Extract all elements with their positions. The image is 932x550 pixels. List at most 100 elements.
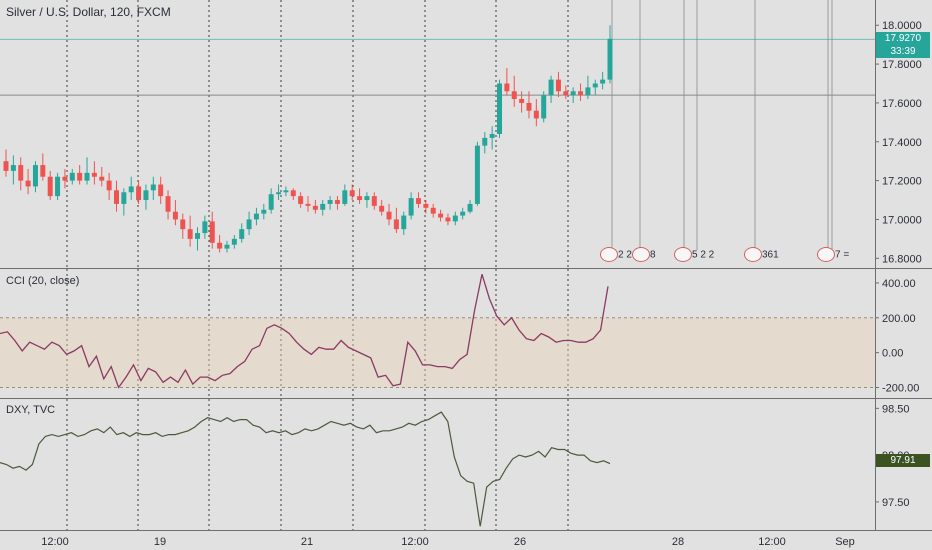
pane-separator[interactable] — [0, 398, 932, 399]
calendar-flag-icon — [632, 247, 650, 262]
candle-body — [371, 196, 377, 206]
pane-separator[interactable] — [0, 268, 932, 269]
candle-body — [253, 213, 259, 220]
x-label: 12:00 — [758, 536, 786, 548]
cci-axis-ticks: 400.00 200.00 0.00 -200.00 — [875, 278, 919, 395]
candle-body — [180, 219, 186, 230]
candle-body — [497, 83, 503, 134]
cci-axis[interactable]: 400.00 200.00 0.00 -200.00 — [875, 269, 932, 398]
candle-body — [231, 238, 237, 245]
x-label: 21 — [300, 536, 314, 548]
candle-body — [386, 211, 392, 220]
event-marker-label: 361 — [762, 249, 779, 261]
candle-body — [77, 172, 83, 181]
event-marker-label: 5 2 2 — [692, 249, 715, 261]
axis-tick-label: 400.00 — [882, 278, 916, 290]
candle-body — [158, 184, 164, 197]
candle-body — [349, 190, 355, 197]
candle-body — [607, 38, 613, 80]
time-axis[interactable]: 12:00 19 21 12:00 26 28 12:00 Sep — [0, 531, 875, 550]
candle-body — [10, 165, 16, 171]
candle-body — [320, 203, 326, 210]
candle-body — [408, 198, 414, 216]
calendar-flag-icon — [744, 247, 762, 262]
candle-body — [452, 215, 458, 222]
candle-body — [423, 203, 429, 208]
candle-body — [25, 180, 31, 187]
candle-body — [47, 176, 53, 197]
candle-body — [3, 161, 9, 171]
dxy-line — [0, 411, 611, 527]
cci-chart[interactable] — [0, 269, 875, 398]
event-marker[interactable]: 361 — [744, 247, 779, 262]
candle-body — [18, 165, 24, 181]
event-marker[interactable]: 7 = — [817, 247, 849, 262]
candle-body — [290, 190, 296, 197]
candle-body — [504, 83, 510, 92]
candle-body — [99, 176, 105, 181]
candle-body — [106, 180, 112, 191]
event-marker-label: 2 2 — [618, 249, 632, 261]
axis-tick-label: -200.00 — [882, 383, 919, 395]
candle-body — [438, 213, 444, 218]
candle-body — [305, 203, 311, 206]
cci-pane[interactable]: CCI (20, close) — [0, 269, 875, 398]
candle-body — [165, 196, 171, 212]
event-marker[interactable]: 8 — [632, 247, 656, 262]
price-axis-ticks: 18.0000 17.8000 17.6000 17.4000 17.2000 17.00… — [875, 20, 922, 265]
cci-line — [0, 274, 609, 389]
axis-tick-label: 18.0000 — [882, 20, 922, 32]
last-price-tag: 17.9270 — [876, 32, 930, 45]
axis-tick-label: 17.6000 — [882, 98, 922, 110]
event-marker[interactable]: 2 2 — [600, 247, 632, 262]
candle-body — [143, 190, 149, 201]
x-label: 28 — [671, 536, 685, 548]
candle-body — [570, 91, 576, 96]
cci-title[interactable]: CCI (20, close) — [6, 275, 80, 287]
axis-tick-label: 17.0000 — [882, 214, 922, 226]
candle-body — [519, 99, 525, 103]
candle-body — [91, 172, 97, 177]
candle-body — [136, 186, 142, 201]
candle-body — [150, 184, 156, 191]
candle-body — [379, 205, 385, 212]
candle-body — [533, 110, 539, 119]
candle-body — [246, 219, 252, 230]
candle-body — [563, 91, 569, 96]
candle-body — [40, 165, 46, 177]
x-label: 26 — [513, 536, 527, 548]
candle-body — [283, 190, 289, 193]
candle-body — [276, 192, 282, 195]
candle-body — [334, 200, 340, 204]
cci-band — [0, 317, 875, 388]
price-pane[interactable]: Silver / U.S. Dollar, 120, FXCM — [0, 0, 875, 268]
dxy-chart[interactable] — [0, 399, 875, 530]
countdown-tag: 33:39 — [876, 45, 930, 58]
dxy-last-tag: 97.91 — [876, 454, 930, 467]
candle-body — [261, 209, 267, 214]
candle-body — [600, 79, 606, 84]
candle-body — [460, 211, 466, 216]
time-axis-separator — [0, 530, 932, 531]
dxy-title[interactable]: DXY, TVC — [6, 404, 56, 416]
calendar-flag-icon — [674, 247, 692, 262]
candle-body — [327, 200, 333, 204]
axis-tick-label: 17.8000 — [882, 59, 922, 71]
candle-body — [32, 165, 38, 187]
x-label: 12:00 — [41, 536, 69, 548]
candle-body — [55, 176, 61, 197]
candle-body — [209, 221, 215, 243]
event-marker-label: 7 = — [835, 249, 850, 261]
price-chart[interactable] — [0, 0, 875, 268]
candle-body — [364, 196, 370, 201]
candle-body — [239, 229, 245, 239]
symbol-title[interactable]: Silver / U.S. Dollar, 120, FXCM — [6, 5, 171, 19]
candle-body — [555, 79, 561, 92]
calendar-flag-icon — [600, 247, 618, 262]
candle-body — [195, 233, 201, 239]
candle-body — [268, 194, 274, 210]
candle-body — [113, 190, 119, 204]
event-marker-label: 8 — [650, 249, 656, 261]
event-marker[interactable]: 5 2 2 — [674, 247, 714, 262]
dxy-pane[interactable]: DXY, TVC — [0, 399, 875, 530]
